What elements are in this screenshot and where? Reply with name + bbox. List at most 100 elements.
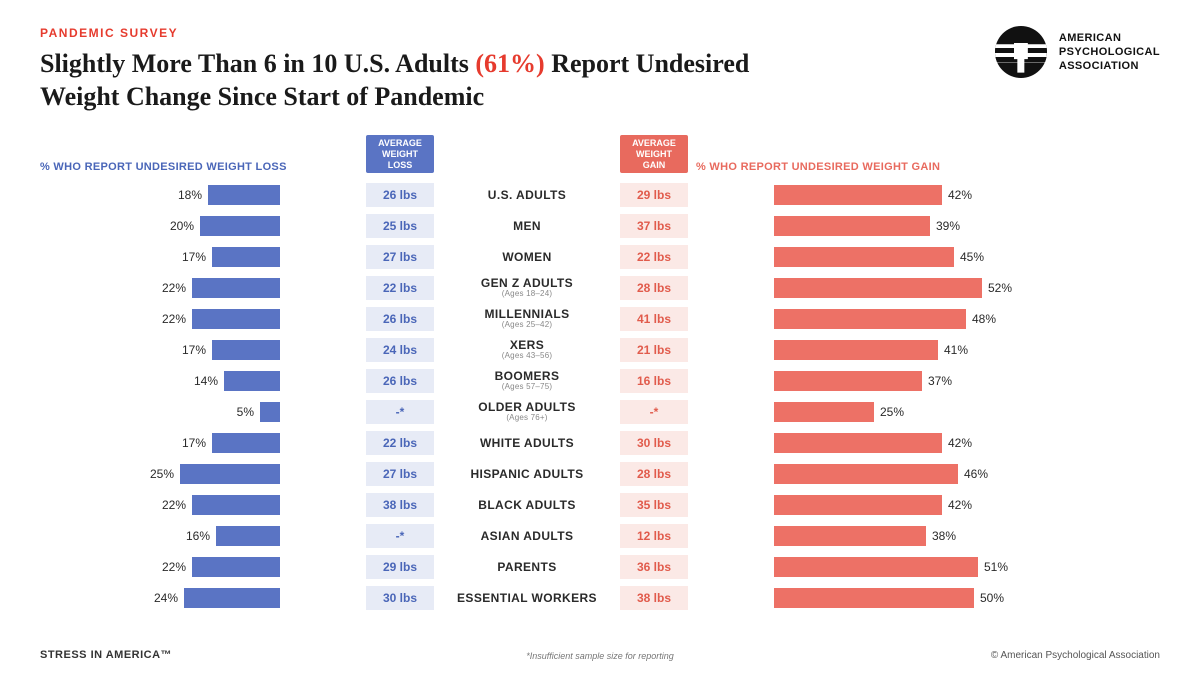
chart: % WHO REPORT UNDESIRED WEIGHT LOSS AVERA… [40,135,1160,613]
avg-loss-value: 24 lbs [366,338,434,362]
avg-loss-value: 25 lbs [366,214,434,238]
table-row: 25%27 lbsHISPANIC ADULTS28 lbs46% [40,458,1160,489]
gain-bar [774,495,942,515]
title-part-a: Slightly More Than 6 in 10 U.S. Adults [40,49,475,78]
gain-pct: 39% [936,219,960,233]
header-avg-gain: AVERAGE WEIGHT GAIN [620,135,688,173]
gain-bar [774,309,966,329]
category-label: MEN [442,220,612,233]
footer-left: STRESS IN AMERICA™ [40,649,172,661]
gain-bar [774,464,958,484]
title-accent: (61%) [475,49,544,78]
gain-pct: 37% [928,374,952,388]
avg-gain-value: 12 lbs [620,524,688,548]
loss-bar [192,309,280,329]
category-label: BOOMERS(Ages 57–75) [442,370,612,391]
avg-gain-value: 22 lbs [620,245,688,269]
category-sub: (Ages 25–42) [442,321,612,329]
loss-pct: 22% [162,281,186,295]
gain-bar-cell: 39% [774,216,1014,236]
avg-gain-value: 41 lbs [620,307,688,331]
gain-pct: 51% [984,560,1008,574]
loss-bar [212,247,280,267]
gain-bar [774,588,974,608]
loss-pct: 17% [182,250,206,264]
category-label: U.S. ADULTS [442,189,612,202]
avg-loss-value: 22 lbs [366,276,434,300]
avg-gain-value: -* [620,400,688,424]
gain-bar [774,402,874,422]
table-row: 17% 27 lbs WOMEN 22 lbs 45% [40,241,1160,272]
loss-bar [200,216,280,236]
table-row: 22%22 lbsGEN Z ADULTS(Ages 18–24)28 lbs5… [40,272,1160,303]
gain-bar [774,340,938,360]
table-row: 18% 26 lbs U.S. ADULTS 29 lbs 42% [40,179,1160,210]
loss-pct: 5% [237,405,254,419]
loss-bar-cell: 22% [40,278,280,298]
avg-loss-value: -* [366,400,434,424]
table-row: 16%-*ASIAN ADULTS12 lbs38% [40,520,1160,551]
loss-bar [192,278,280,298]
loss-bar-cell: 18% [40,185,280,205]
gain-pct: 45% [960,250,984,264]
loss-bar-cell: 17% [40,433,280,453]
footnote: *Insufficient sample size for reporting [526,651,674,661]
footer-right: © American Psychological Association [991,650,1160,661]
avg-gain-value: 29 lbs [620,183,688,207]
header: PANDEMIC SURVEY Slightly More Than 6 in … [40,26,1160,113]
table-row: 22%26 lbsMILLENNIALS(Ages 25–42)41 lbs48… [40,303,1160,334]
category-label: HISPANIC ADULTS [442,468,612,481]
gain-bar-cell: 42% [774,185,1014,205]
category-label: PARENTS [442,561,612,574]
avg-loss-value: 22 lbs [366,431,434,455]
logo: AMERICAN PSYCHOLOGICAL ASSOCIATION [995,26,1160,78]
avg-loss-value: 29 lbs [366,555,434,579]
avg-gain-value: 37 lbs [620,214,688,238]
gain-bar-cell: 42% [774,433,1014,453]
chart-rows: 18% 26 lbs U.S. ADULTS 29 lbs 42% 20% 25 lbs ME… [40,179,1160,613]
gain-pct: 42% [948,188,972,202]
loss-bar-cell: 22% [40,309,280,329]
avg-gain-value: 28 lbs [620,276,688,300]
gain-bar-cell: 50% [774,588,1014,608]
gain-pct: 25% [880,405,904,419]
category-label: ASIAN ADULTS [442,530,612,543]
avg-gain-value: 16 lbs [620,369,688,393]
header-loss-pct: % WHO REPORT UNDESIRED WEIGHT LOSS [40,161,358,173]
table-row: 17%24 lbsXERS(Ages 43–56)21 lbs41% [40,334,1160,365]
gain-bar [774,433,942,453]
avg-loss-value: 26 lbs [366,183,434,207]
gain-pct: 42% [948,498,972,512]
avg-loss-value: 27 lbs [366,245,434,269]
loss-pct: 16% [186,529,210,543]
category-label: XERS(Ages 43–56) [442,339,612,360]
loss-pct: 14% [194,374,218,388]
loss-bar [212,433,280,453]
gain-pct: 46% [964,467,988,481]
gain-bar-cell: 45% [774,247,1014,267]
gain-bar [774,526,926,546]
avg-loss-value: 26 lbs [366,369,434,393]
gain-bar [774,247,954,267]
gain-pct: 38% [932,529,956,543]
avg-loss-value: 26 lbs [366,307,434,331]
loss-bar-cell: 17% [40,247,280,267]
loss-pct: 18% [178,188,202,202]
loss-pct: 22% [162,560,186,574]
loss-bar [180,464,280,484]
loss-pct: 20% [170,219,194,233]
gain-bar [774,216,930,236]
category-label: ESSENTIAL WORKERS [442,592,612,605]
category-label: OLDER ADULTS(Ages 76+) [442,401,612,422]
page-title: Slightly More Than 6 in 10 U.S. Adults (… [40,48,800,113]
gain-bar-cell: 51% [774,557,1014,577]
category-label: WOMEN [442,251,612,264]
loss-bar-cell: 22% [40,495,280,515]
gain-pct: 42% [948,436,972,450]
gain-pct: 48% [972,312,996,326]
category-sub: (Ages 43–56) [442,352,612,360]
gain-pct: 52% [988,281,1012,295]
loss-bar [184,588,280,608]
loss-bar [212,340,280,360]
gain-bar-cell: 42% [774,495,1014,515]
